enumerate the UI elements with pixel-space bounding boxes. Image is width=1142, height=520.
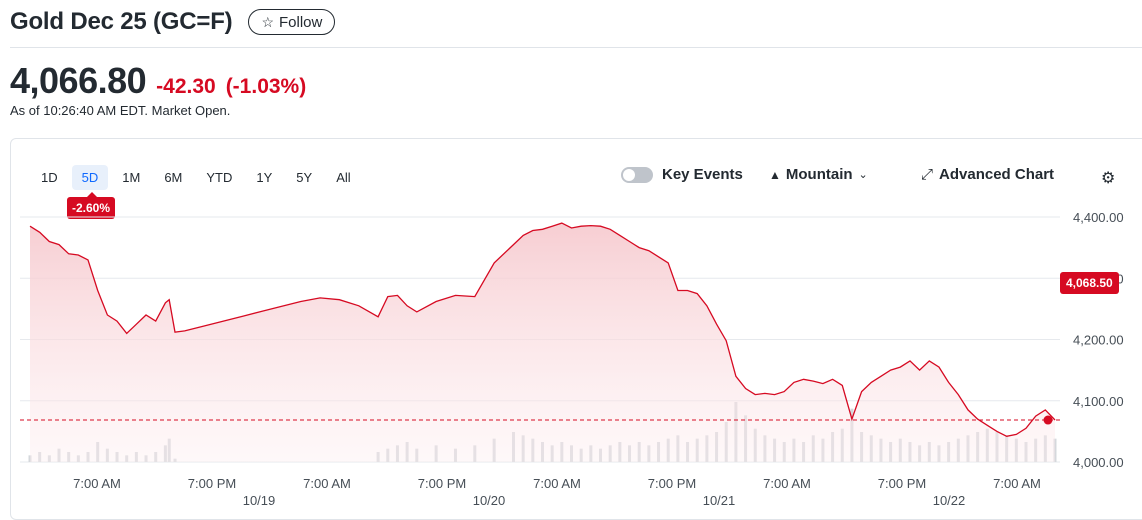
star-icon: ☆ [261, 13, 275, 30]
date-label: 10/22 [933, 493, 966, 508]
y-tick-label: 4,400.00 [1073, 210, 1124, 225]
key-events-toggle[interactable]: Key Events [621, 166, 743, 183]
current-price-tag: 4,068.50 [1060, 272, 1119, 294]
advanced-chart-label: Advanced Chart [939, 166, 1055, 183]
range-5y[interactable]: 5Y [296, 170, 313, 185]
range-1m[interactable]: 1M [122, 170, 141, 185]
x-tick-label: 7:00 PM [418, 476, 466, 491]
x-tick-label: 7:00 AM [73, 476, 121, 491]
chart-type-label: Mountain [785, 166, 853, 183]
quote-header: Gold Dec 25 (GC=F) ☆ Follow [10, 6, 336, 38]
y-tick-label: 4,100.00 [1073, 394, 1124, 409]
price-row: 4,066.80 -42.30 (-1.03%) [10, 60, 306, 102]
range-selector: 1D 5D 1M 6M YTD 1Y 5Y All [31, 165, 361, 190]
toggle-switch[interactable] [621, 166, 653, 183]
y-tick-label: 4,000.00 [1073, 455, 1124, 470]
date-label: 10/20 [473, 493, 506, 508]
price-line [29, 222, 1056, 437]
x-tick-label: 7:00 PM [188, 476, 236, 491]
range-1y[interactable]: 1Y [256, 170, 273, 185]
range-ytd[interactable]: YTD [206, 170, 233, 185]
last-price-dot [1043, 415, 1053, 425]
price-change-percent: (-1.03%) [225, 75, 307, 98]
range-5d[interactable]: 5D [71, 165, 109, 190]
gear-icon[interactable]: ⚙ [1101, 170, 1116, 187]
period-change-badge: -2.60% [67, 192, 116, 219]
range-6m[interactable]: 6M [164, 170, 183, 185]
range-all[interactable]: All [336, 170, 351, 185]
chart-type-dropdown[interactable]: ▲ Mountain ⌄ [769, 166, 868, 183]
key-events-label: Key Events [662, 166, 743, 183]
advanced-chart-button[interactable]: ⤢ Advanced Chart [921, 166, 1054, 183]
page-title: Gold Dec 25 (GC=F) [10, 8, 233, 35]
as-of-timestamp: As of 10:26:40 AM EDT. Market Open. [10, 103, 231, 118]
range-1d[interactable]: 1D [41, 170, 58, 185]
price-area [30, 223, 1055, 462]
x-tick-label: 7:00 PM [878, 476, 926, 491]
x-tick-label: 7:00 PM [648, 476, 696, 491]
header-divider [10, 47, 1142, 48]
x-tick-label: 7:00 AM [993, 476, 1041, 491]
date-label: 10/19 [243, 493, 276, 508]
x-tick-label: 7:00 AM [303, 476, 351, 491]
follow-button[interactable]: ☆ Follow [248, 9, 336, 35]
mountain-icon: ▲ [769, 167, 781, 182]
expand-icon: ⤢ [921, 166, 934, 183]
date-label: 10/21 [703, 493, 736, 508]
chevron-down-icon: ⌄ [858, 169, 868, 181]
y-tick-label: 4,200.00 [1073, 333, 1124, 348]
x-tick-label: 7:00 AM [533, 476, 581, 491]
price-change: -42.30 [156, 75, 216, 98]
current-price: 4,066.80 [10, 60, 147, 101]
x-tick-label: 7:00 AM [763, 476, 811, 491]
follow-label: Follow [279, 13, 323, 31]
